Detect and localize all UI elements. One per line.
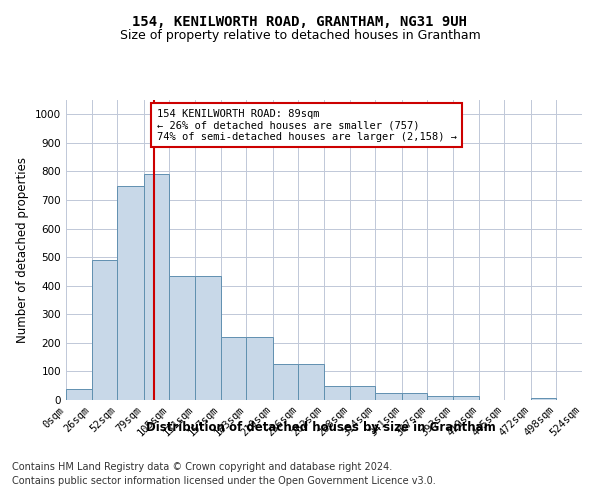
Bar [246,337,273,400]
Bar [92,260,117,400]
Bar [221,337,246,400]
Bar [169,276,195,400]
Text: 154 KENILWORTH ROAD: 89sqm
← 26% of detached houses are smaller (757)
74% of sem: 154 KENILWORTH ROAD: 89sqm ← 26% of deta… [157,108,457,142]
Bar [144,174,169,400]
Y-axis label: Number of detached properties: Number of detached properties [16,157,29,343]
Bar [273,364,298,400]
Bar [402,393,427,400]
Text: Contains public sector information licensed under the Open Government Licence v3: Contains public sector information licen… [12,476,436,486]
Bar [66,388,92,400]
Bar [350,386,375,400]
Text: Contains HM Land Registry data © Crown copyright and database right 2024.: Contains HM Land Registry data © Crown c… [12,462,392,472]
Text: Distribution of detached houses by size in Grantham: Distribution of detached houses by size … [146,421,496,434]
Bar [453,396,479,400]
Bar [117,186,144,400]
Text: 154, KENILWORTH ROAD, GRANTHAM, NG31 9UH: 154, KENILWORTH ROAD, GRANTHAM, NG31 9UH [133,16,467,30]
Text: Size of property relative to detached houses in Grantham: Size of property relative to detached ho… [119,30,481,43]
Bar [427,396,453,400]
Bar [298,364,324,400]
Bar [324,386,350,400]
Bar [531,398,556,400]
Bar [195,276,221,400]
Bar [375,393,402,400]
